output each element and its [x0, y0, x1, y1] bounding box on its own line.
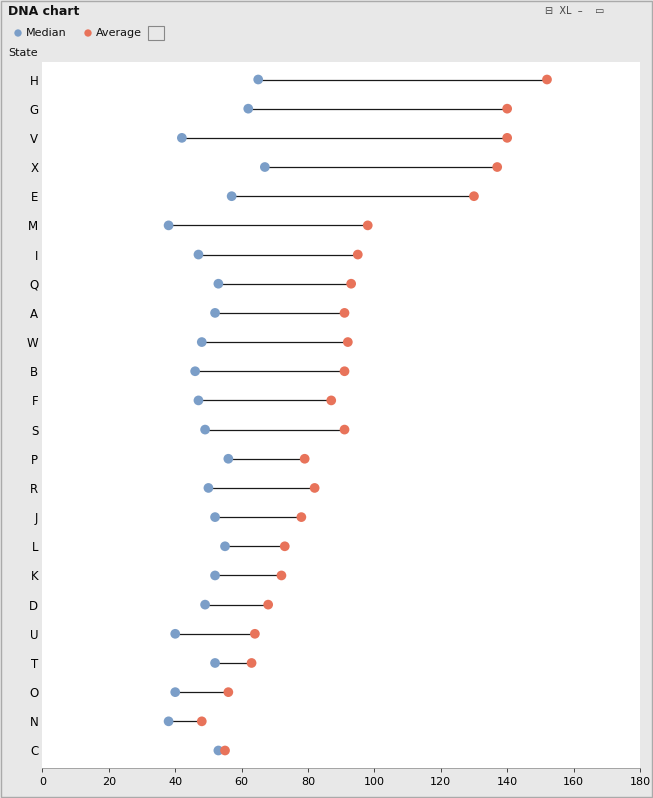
Point	[170, 627, 180, 640]
Point	[13, 26, 24, 39]
Point	[197, 336, 207, 349]
Point	[300, 452, 310, 465]
Text: Average: Average	[96, 28, 142, 38]
Point	[469, 190, 479, 203]
Point	[163, 219, 174, 231]
Point	[246, 657, 257, 670]
Point	[210, 306, 220, 319]
Point	[502, 102, 513, 115]
Point	[210, 569, 220, 582]
Point	[203, 481, 214, 494]
Point	[340, 365, 350, 377]
Point	[253, 73, 263, 86]
Point	[263, 598, 274, 611]
Point	[353, 248, 363, 261]
Point	[163, 715, 174, 728]
Point	[190, 365, 200, 377]
Point	[213, 744, 223, 757]
Point	[310, 481, 320, 494]
Point	[340, 306, 350, 319]
Point	[220, 540, 231, 553]
Point	[83, 26, 93, 39]
Point	[220, 744, 231, 757]
Point	[193, 248, 204, 261]
Point	[542, 73, 552, 86]
Point	[227, 190, 237, 203]
Point	[346, 278, 357, 290]
Point	[279, 540, 290, 553]
Point	[502, 132, 513, 144]
Point	[176, 132, 187, 144]
Point	[492, 160, 502, 173]
Point	[249, 627, 260, 640]
Point	[276, 569, 287, 582]
Point	[223, 685, 234, 698]
Point	[193, 394, 204, 407]
Point	[260, 160, 270, 173]
Point	[197, 715, 207, 728]
Point	[326, 394, 336, 407]
Text: State: State	[8, 48, 38, 58]
Text: DNA chart: DNA chart	[8, 5, 79, 18]
Point	[200, 598, 210, 611]
Point	[243, 102, 253, 115]
Point	[213, 278, 223, 290]
Text: ⊟  XL  –    ▭: ⊟ XL – ▭	[545, 6, 605, 17]
Point	[362, 219, 373, 231]
Point	[223, 452, 234, 465]
Point	[170, 685, 180, 698]
Point	[200, 423, 210, 436]
Point	[210, 511, 220, 523]
Bar	[148, 26, 164, 40]
Point	[340, 423, 350, 436]
Point	[296, 511, 307, 523]
Text: Median: Median	[26, 28, 67, 38]
Point	[343, 336, 353, 349]
Point	[210, 657, 220, 670]
